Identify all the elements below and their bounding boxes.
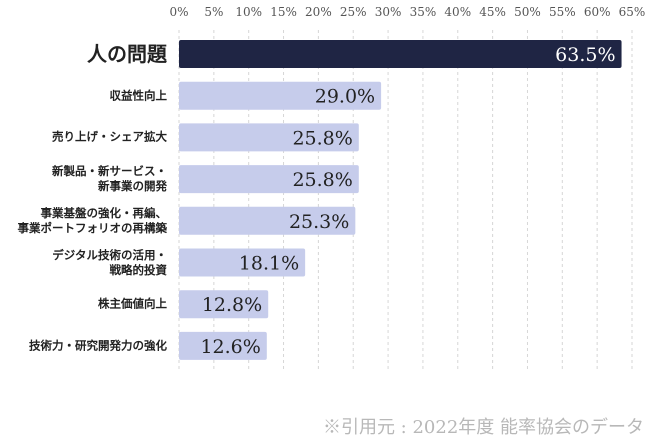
value-label: 12.8% [202,294,262,316]
category-label: 新製品・新サービス・ 新事業の開発 [52,164,167,194]
bar [179,290,269,319]
bar [179,40,622,68]
value-label: 25.8% [292,169,352,191]
value-label: 12.6% [200,336,260,358]
bar [179,165,359,194]
x-tick-label: 50% [514,5,541,19]
value-label: 25.3% [289,211,349,233]
category-label: 技術力・研究開発力の強化 [29,338,167,353]
bar [179,206,356,235]
value-label: 63.5% [555,44,615,66]
category-label: デジタル技術の活用・ 戦略的投資 [52,247,167,277]
bar [179,248,306,277]
x-tick-label: 45% [479,5,506,19]
source-note: ※引用元 : 2022年度 能率協会のデータ [322,417,644,438]
x-tick-label: 60% [584,5,611,19]
x-tick-label: 55% [549,5,576,19]
bar [179,331,267,360]
x-tick-label: 5% [204,5,223,19]
category-label: 事業基盤の強化・再編、 事業ポートフォリオの再構築 [17,205,168,235]
x-tick-label: 0% [169,5,188,19]
x-tick-label: 30% [375,5,402,19]
x-tick-label: 25% [340,5,367,19]
value-label: 25.8% [292,127,352,149]
x-tick-label: 65% [619,5,646,19]
x-tick-label: 20% [305,5,332,19]
value-label: 29.0% [315,86,375,108]
x-tick-label: 35% [410,5,437,19]
bar [179,81,382,110]
value-label: 18.1% [239,253,299,275]
x-tick-label: 10% [235,5,262,19]
x-tick-label: 40% [444,5,471,19]
category-label: 収益性向上 [109,88,168,103]
x-tick-label: 15% [270,5,297,19]
category-label: 売り上げ・シェア拡大 [52,129,167,144]
bar [179,123,359,152]
category-label: 株主価値向上 [98,296,167,311]
category-label: 人の問題 [87,42,167,66]
